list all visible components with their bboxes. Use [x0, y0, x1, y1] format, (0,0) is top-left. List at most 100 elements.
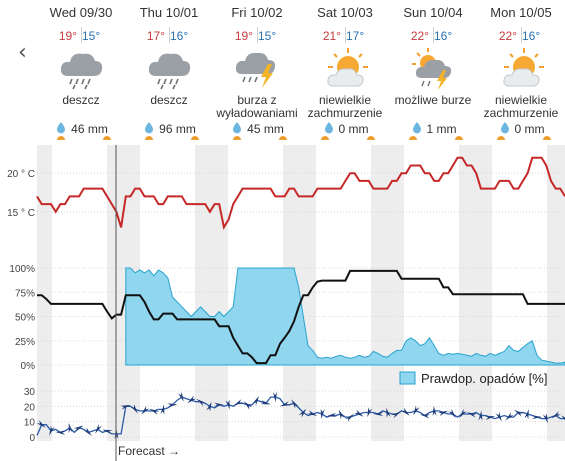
- wind-direction-arrow: [102, 429, 113, 435]
- chart-legend: Prawdop. opadów [%]: [399, 371, 547, 386]
- day-name: Fri 10/02: [231, 5, 283, 20]
- precip-amount: 45 mm: [213, 121, 301, 138]
- wind-direction-arrow: [196, 398, 206, 407]
- sunrise-marker: [145, 136, 153, 140]
- precip-amount: 1 mm: [389, 121, 477, 138]
- sunrise-marker: [321, 136, 329, 140]
- night-band: [459, 145, 477, 441]
- chart-overlays: Forecast →: [115, 145, 180, 461]
- y-tick-label: 30: [24, 387, 36, 398]
- temperature-line: [36, 156, 565, 231]
- wind-direction-arrow: [354, 409, 364, 417]
- raindrop-icon: [322, 121, 336, 138]
- weather-description: deszcz: [150, 93, 188, 107]
- day-column: Mon 10/05 22° 16° niewielkie zachmurzenie 0…: [477, 0, 565, 140]
- sunrise-marker: [455, 136, 463, 140]
- precip-amount: 0 mm: [477, 121, 565, 138]
- min-temp: 16°: [170, 29, 189, 43]
- wind-direction-arrow: [561, 415, 565, 424]
- wind-direction-arrow: [36, 420, 46, 428]
- raindrop-icon: [142, 121, 156, 138]
- precip-value: 46 mm: [71, 122, 108, 136]
- day-column: Sat 10/03 21° 17° niewielkie zachmurzenie 0…: [301, 0, 389, 140]
- wind-direction-arrow: [214, 402, 225, 407]
- wind-chart: 30 20 10 0: [24, 387, 565, 444]
- wind-direction-arrow: [514, 409, 524, 417]
- temp-divider: [345, 27, 346, 43]
- wind-direction-arrow: [367, 407, 373, 418]
- wind-direction-arrow: [345, 413, 354, 422]
- sunrise-marker: [103, 136, 111, 140]
- temp-divider: [521, 27, 522, 43]
- sunrise-marker: [233, 136, 241, 140]
- wind-direction-arrow: [298, 408, 307, 418]
- y-tick-label: 25%: [15, 337, 35, 348]
- wind-direction-arrow: [73, 425, 84, 432]
- raindrop-icon: [410, 121, 424, 138]
- wind-direction-arrow: [130, 404, 138, 414]
- cloud-precip-chart: 100% 75% 50% 25% 0% Prawdop. opadów [%]: [9, 264, 565, 386]
- wind-direction-arrow: [279, 401, 290, 407]
- wind-direction-arrow: [524, 409, 529, 420]
- wind-direction-arrow: [55, 430, 66, 435]
- raindrop-icon: [498, 121, 512, 138]
- wind-direction-arrow: [413, 405, 420, 416]
- precip-value: 0 mm: [514, 122, 545, 136]
- raindrop-icon: [54, 121, 68, 138]
- night-band: [195, 145, 213, 441]
- weather-description: niewielkie zachmurzenie: [483, 93, 559, 120]
- wind-direction-arrow: [438, 410, 449, 417]
- weather-description: burza z wyładowaniami: [216, 93, 298, 120]
- day-column: Sun 10/04 22° 16° możliwe burze 1 mm: [389, 0, 477, 140]
- wind-direction-arrow: [551, 411, 561, 419]
- precip-value: 1 mm: [426, 122, 457, 136]
- rain-cloud-icon: [144, 46, 194, 90]
- precip-amount: 0 mm: [301, 121, 389, 138]
- wind-direction-arrow: [484, 416, 496, 421]
- wind-direction-arrow: [95, 423, 102, 434]
- y-tick-label: 50%: [15, 313, 35, 324]
- day-column: Fri 10/02 19° 15° burza z wyładowaniami 45 …: [213, 0, 301, 140]
- wind-direction-arrow: [83, 427, 92, 437]
- precip-amount: 46 mm: [37, 121, 125, 138]
- weather-description: deszcz: [62, 93, 100, 107]
- night-band: [371, 145, 389, 441]
- max-temp: 21°: [322, 29, 341, 43]
- wind-direction-arrow: [187, 395, 197, 404]
- night-band: [389, 145, 404, 441]
- partly-cloudy-icon: [496, 46, 546, 88]
- min-temp: 17°: [346, 29, 365, 43]
- y-tick-label: 0: [29, 433, 35, 444]
- y-tick-label: 0%: [21, 361, 36, 372]
- wind-direction-arrow: [448, 408, 456, 418]
- wind-direction-arrow: [178, 391, 184, 402]
- wind-direction-arrow: [401, 407, 410, 416]
- precip-value: 96 mm: [159, 122, 196, 136]
- sunrise-marker: [497, 136, 505, 140]
- precip-value: 0 mm: [338, 122, 369, 136]
- wind-direction-arrow: [466, 412, 477, 418]
- temp-divider: [257, 27, 258, 43]
- wind-direction-arrow: [160, 404, 165, 415]
- y-tick-label: 20: [24, 402, 36, 413]
- night-band: [213, 145, 228, 441]
- wind-direction-arrow: [49, 425, 55, 436]
- wind-direction-arrow: [141, 405, 150, 415]
- sunrise-marker: [543, 136, 551, 140]
- night-band: [547, 145, 565, 441]
- wind-direction-arrow: [391, 411, 402, 419]
- wind-direction-arrow: [252, 395, 260, 406]
- day-column: Thu 10/01 17° 16° deszcz 96 mm: [125, 0, 213, 140]
- sunrise-marker: [409, 136, 417, 140]
- temp-divider: [169, 27, 170, 43]
- wind-direction-arrow: [338, 409, 345, 420]
- wind-speed-line: [36, 396, 565, 436]
- chevron-left-icon[interactable]: ‹: [18, 40, 27, 65]
- rain-cloud-icon: [56, 46, 106, 90]
- max-temp: 22°: [410, 29, 429, 43]
- min-temp: 15°: [82, 29, 101, 43]
- precip-amount: 96 mm: [125, 121, 213, 138]
- sun-storm-icon: [408, 46, 458, 90]
